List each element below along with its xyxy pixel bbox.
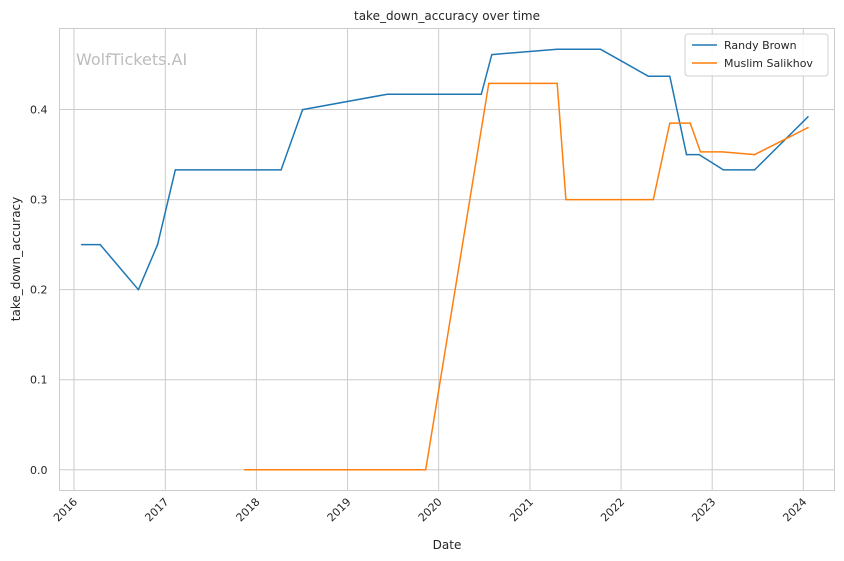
legend-box xyxy=(684,33,829,77)
data-point-randy-brown xyxy=(556,48,558,50)
legend-label-randy-brown: Randy Brown xyxy=(724,39,797,52)
data-point-randy-brown xyxy=(807,116,809,118)
data-point-muslim-salikhov xyxy=(488,82,490,85)
x-tick-label: 2024 xyxy=(780,495,809,524)
x-tick-label: 2016 xyxy=(51,495,80,524)
x-tick-label: 2018 xyxy=(234,495,263,524)
x-tick-label: 2020 xyxy=(416,495,445,524)
y-tick-labels: 0.0 0.1 0.2 0.3 0.4 xyxy=(30,104,48,477)
x-tick-label: 2022 xyxy=(598,495,627,524)
y-axis-label: take_down_accuracy xyxy=(9,197,23,321)
data-point-randy-brown xyxy=(301,108,304,111)
data-point-randy-brown xyxy=(99,243,101,246)
data-point-muslim-salikhov xyxy=(669,122,671,124)
series-layer xyxy=(80,48,809,471)
x-tick-label: 2023 xyxy=(689,495,718,524)
data-point-randy-brown xyxy=(685,153,688,156)
data-point-muslim-salikhov xyxy=(689,122,691,124)
data-point-muslim-salikhov xyxy=(807,126,809,129)
data-point-randy-brown xyxy=(698,153,700,156)
data-point-muslim-salikhov xyxy=(424,469,427,471)
data-point-muslim-salikhov xyxy=(721,151,723,153)
data-point-randy-brown xyxy=(80,243,83,246)
data-point-randy-brown xyxy=(137,288,140,291)
plot-frame xyxy=(59,28,835,491)
y-tick-label: 0.0 xyxy=(30,464,48,477)
data-point-muslim-salikhov xyxy=(753,153,756,156)
data-point-muslim-salikhov xyxy=(652,198,655,201)
watermark: WolfTickets.AI xyxy=(76,50,187,69)
x-tick-labels: 2016 2017 2018 2019 2020 2021 2022 2023 2024 xyxy=(51,495,809,524)
data-point-randy-brown xyxy=(647,75,650,77)
legend-label-muslim-salikhov: Muslim Salikhov xyxy=(724,57,813,70)
data-point-muslim-salikhov xyxy=(556,82,558,85)
data-point-randy-brown xyxy=(280,169,282,171)
y-tick-label: 0.1 xyxy=(30,374,48,387)
data-point-muslim-salikhov xyxy=(243,469,246,471)
y-tick-label: 0.4 xyxy=(30,104,48,117)
y-tick-label: 0.2 xyxy=(30,284,48,297)
plot-background xyxy=(59,28,835,491)
y-tick-label: 0.3 xyxy=(30,194,48,207)
x-tick-label: 2021 xyxy=(507,495,536,524)
data-point-randy-brown xyxy=(156,243,159,246)
x-axis-label: Date xyxy=(433,538,462,552)
data-point-randy-brown xyxy=(722,169,725,171)
x-tick-label: 2019 xyxy=(325,495,354,524)
chart-title: take_down_accuracy over time xyxy=(354,9,540,23)
x-tick-label: 2017 xyxy=(142,495,171,524)
data-point-randy-brown xyxy=(753,169,756,171)
data-point-randy-brown xyxy=(491,53,493,56)
legend: Randy Brown Muslim Salikhov xyxy=(684,33,829,77)
data-point-randy-brown xyxy=(480,93,483,95)
data-point-randy-brown xyxy=(669,75,671,77)
series-line-muslim-salikhov xyxy=(244,82,809,471)
data-point-muslim-salikhov xyxy=(565,198,567,201)
grid xyxy=(59,28,835,491)
data-point-randy-brown xyxy=(599,48,602,50)
data-point-randy-brown xyxy=(174,169,177,171)
data-point-randy-brown xyxy=(386,93,389,95)
data-point-muslim-salikhov xyxy=(699,151,702,153)
